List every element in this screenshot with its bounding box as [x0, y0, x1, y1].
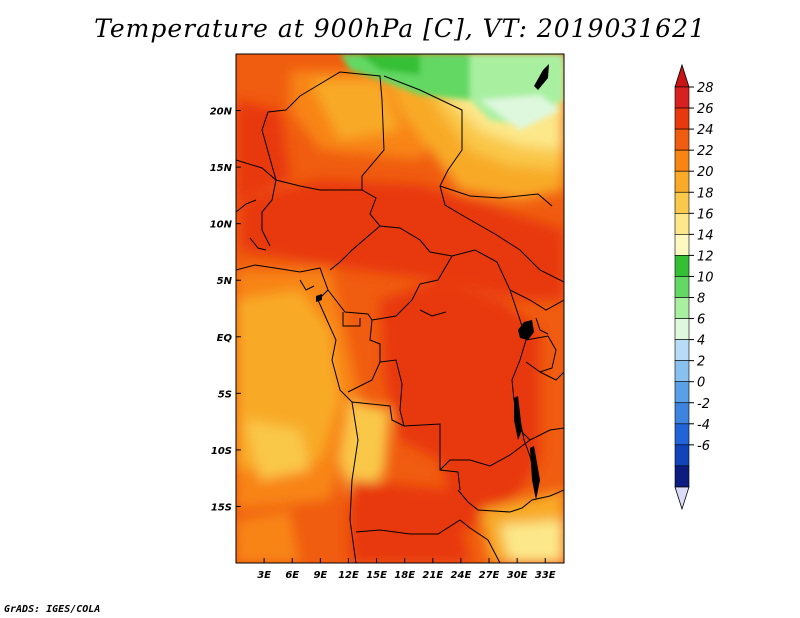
colorbar-label: 26 [697, 102, 714, 117]
colorbar-band [674, 360, 690, 382]
colorbar-bottom-triangle [674, 486, 690, 511]
colorbar-band [674, 339, 690, 361]
lon-label: 6E [285, 570, 299, 581]
colorbar-label: 24 [697, 123, 714, 138]
lat-label: 5S [218, 389, 232, 400]
lon-label: 24E [451, 570, 472, 581]
colorbar-band [674, 381, 690, 404]
longitude-axis: 3E 6E 9E 12E 15E 18E 21E 24E 27E 30E 33E [257, 558, 556, 581]
grads-credit: GrADS: IGES/COLA [4, 604, 101, 615]
colorbar-band [674, 276, 690, 298]
colorbar-top-triangle [674, 63, 690, 88]
lat-label: 15N [210, 163, 233, 174]
chart-title: Temperature at 900hPa [C], VT: 201903162… [94, 14, 706, 43]
lat-label: 10N [210, 220, 233, 231]
colorbar-band [674, 423, 690, 446]
temperature-field [236, 54, 564, 563]
colorbar-label: 0 [697, 376, 705, 391]
colorbar-band [674, 444, 690, 467]
colorbar-label: -4 [697, 418, 710, 433]
map-frame [235, 53, 565, 564]
lon-label: 18E [394, 570, 415, 581]
lon-label: 21E [422, 570, 443, 581]
colorbar-label: 2 [697, 355, 705, 370]
lat-label: 5N [217, 276, 233, 287]
colorbar-label: 6 [697, 313, 705, 328]
colorbar-band [674, 234, 690, 256]
colorbar-band [674, 191, 690, 214]
colorbar-label: -6 [697, 439, 710, 454]
colorbar-band [674, 149, 690, 172]
colorbar-label: 8 [697, 292, 705, 307]
lon-label: 15E [366, 570, 387, 581]
lon-label: 12E [338, 570, 359, 581]
latitude-axis: 20N 15N 10N 5N EQ 5S 10S 15S [210, 107, 241, 513]
colorbar-band [674, 297, 690, 319]
colorbar-label: 16 [697, 207, 714, 222]
colorbar-band [674, 170, 690, 193]
colorbar-band [674, 402, 690, 425]
colorbar-label: 28 [697, 81, 714, 96]
colorbar-label: 10 [697, 270, 714, 285]
lat-label: EQ [217, 333, 233, 344]
colorbar-band [674, 128, 690, 151]
colorbar-label: -2 [697, 397, 710, 412]
lon-label: 30E [507, 570, 528, 581]
colorbar-band [674, 107, 690, 130]
colorbar-band [674, 86, 690, 109]
colorbar-band [674, 465, 690, 488]
colorbar-band [674, 213, 690, 235]
lon-label: 9E [313, 570, 327, 581]
colorbar-band [674, 255, 690, 277]
lon-label: 33E [535, 570, 556, 581]
colorbar-label: 12 [697, 249, 714, 264]
colorbar-label: 4 [697, 334, 705, 349]
lat-label: 10S [211, 446, 232, 457]
colorbar-band [674, 318, 690, 340]
lat-label: 15S [211, 502, 232, 513]
colorbar-label: 18 [697, 186, 714, 201]
lon-label: 3E [257, 570, 271, 581]
lon-label: 27E [479, 570, 500, 581]
lat-label: 20N [210, 107, 233, 118]
colorbar-label: 20 [697, 165, 714, 180]
lakes [316, 64, 549, 500]
colorbar-label: 22 [697, 144, 714, 159]
colorbar-label: 14 [697, 228, 714, 243]
